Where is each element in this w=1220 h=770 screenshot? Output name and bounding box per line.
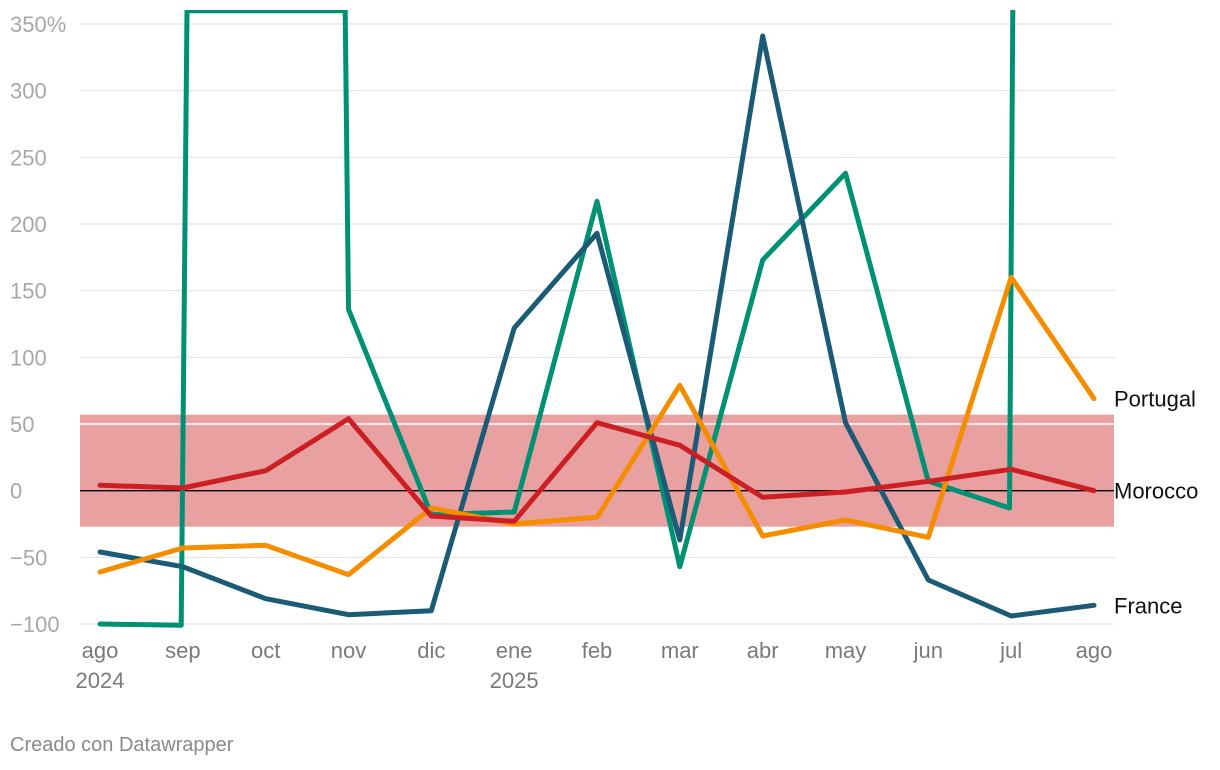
series-line-portugal [97,274,1097,578]
x-tick-label: feb [582,638,613,663]
x-tick-label: may [825,638,867,663]
x-tick-year: 2025 [490,668,539,693]
y-tick-label: 250 [10,145,47,170]
line-chart: 350% 300 250 200 150 100 50 0 −50 −100 France Portu… [10,10,1198,693]
x-tick-label: mar [661,638,699,663]
y-tick-label: 300 [10,79,47,104]
x-tick-label: abr [747,638,779,663]
x-tick-label: oct [251,638,280,663]
x-tick-year: 2024 [76,668,125,693]
y-tick-label: 0 [10,479,22,504]
y-tick-label: 150 [10,279,47,304]
x-tick-label: ago [1076,638,1113,663]
series-label-morocco: Morocco [1114,479,1198,504]
x-tick-label: jun [913,638,943,663]
x-tick-label: ene [496,638,533,663]
x-tick-label: sep [165,638,200,663]
y-tick-label: 200 [10,212,47,237]
x-tick-label: nov [331,638,366,663]
x-tick-label: ago [82,638,119,663]
series-line-france [97,33,1097,619]
y-tick-label: 50 [10,412,34,437]
series-label-portugal: Portugal [1114,387,1196,412]
y-tick-label: −50 [10,545,47,570]
series-line-morocco [97,416,1097,524]
y-tick-label: −100 [10,612,60,637]
x-tick-label: jul [999,638,1022,663]
series-line-spain [97,10,1016,628]
series-label-france: France [1114,593,1182,618]
y-tick-label: 350% [10,12,66,37]
datawrapper-credit: Creado con Datawrapper [10,734,234,756]
highlight-band [80,414,1114,527]
x-tick-label: dic [417,638,445,663]
y-tick-label: 100 [10,345,47,370]
